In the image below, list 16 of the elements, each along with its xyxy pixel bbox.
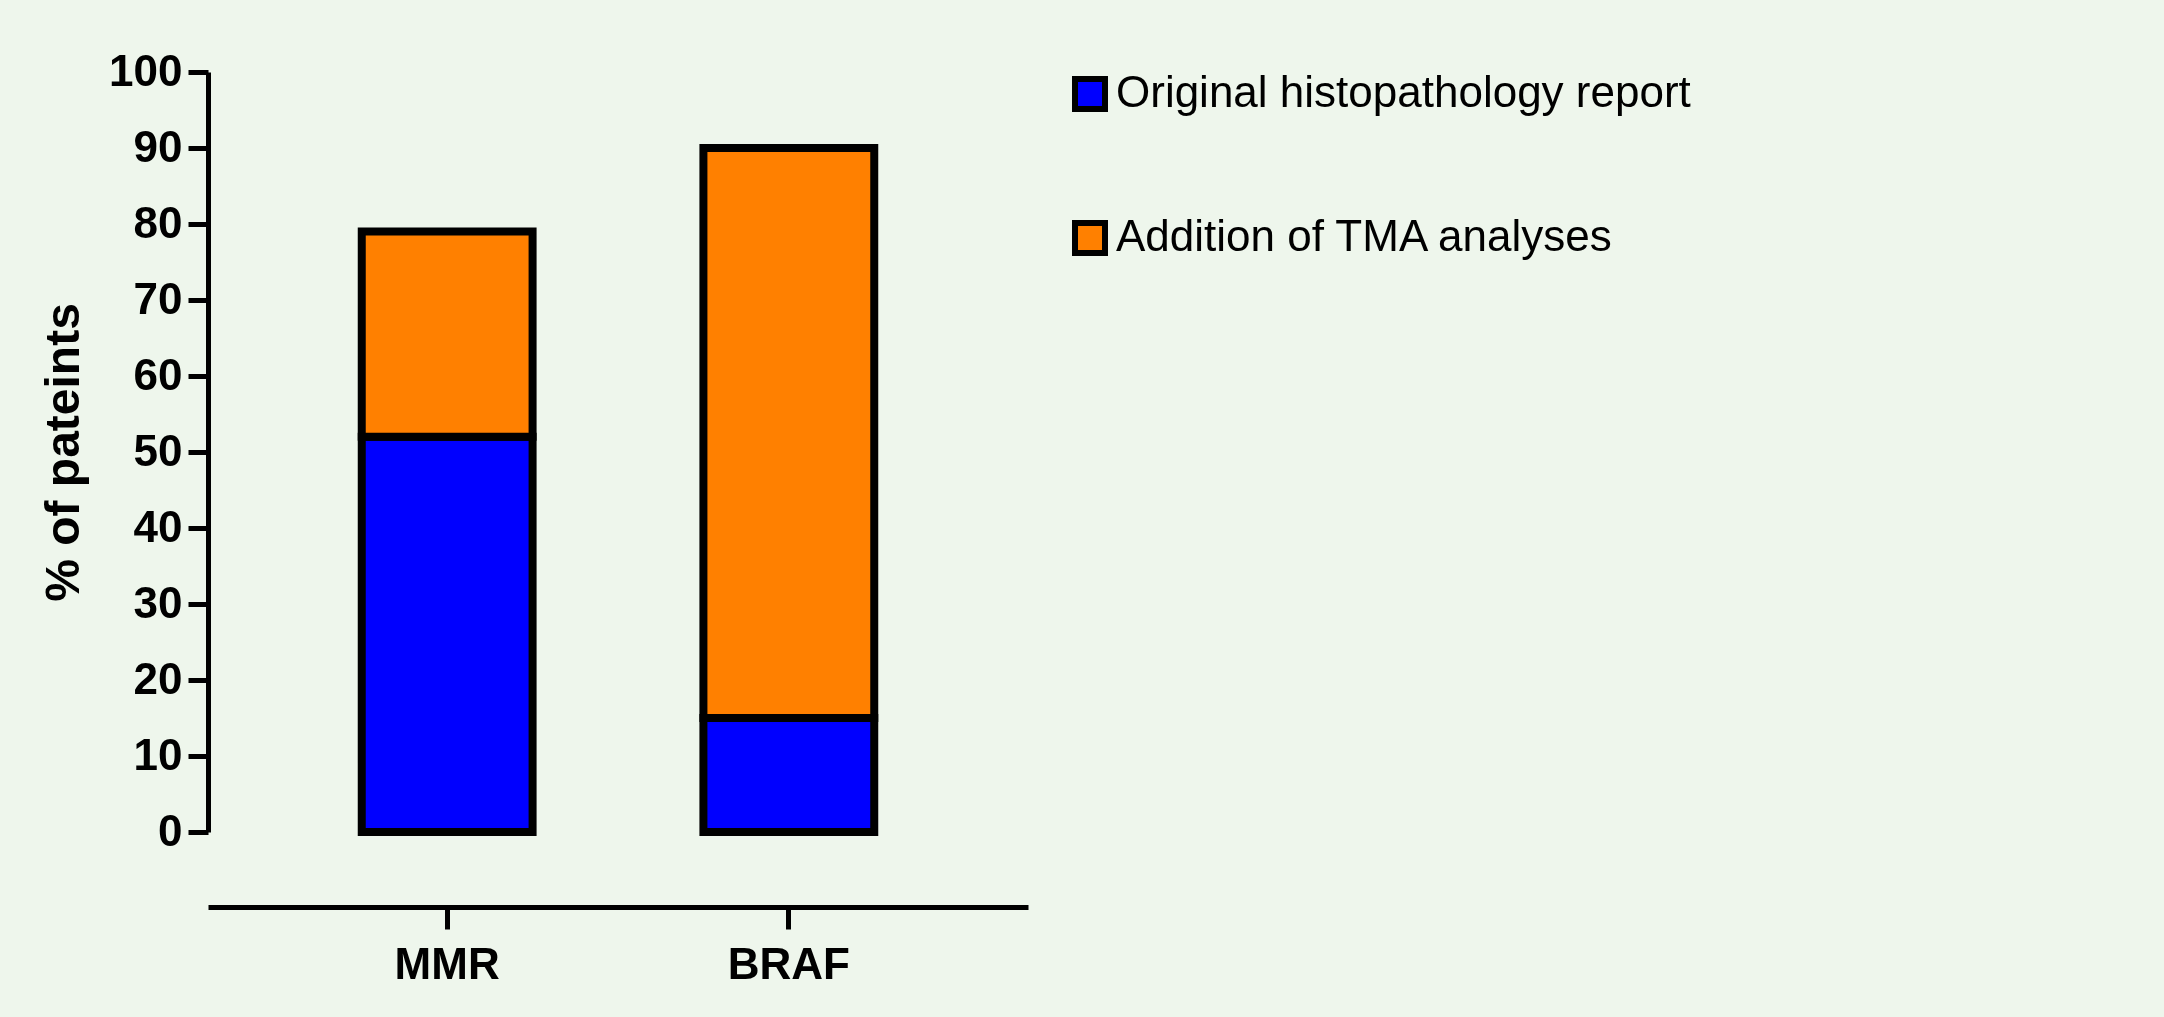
y-tick-label: 70 [133,273,183,323]
y-tick-label: 20 [133,653,183,703]
y-tick-label: 100 [109,45,183,95]
y-tick-label: 0 [158,805,183,855]
x-tick-label: BRAF [727,938,850,988]
y-tick-label: 40 [133,501,183,551]
legend-label: Original histopathology report [1116,67,1691,116]
y-tick-label: 60 [133,349,183,399]
y-tick-label: 10 [133,729,183,779]
y-tick-label: 80 [133,197,183,247]
y-tick-label: 90 [133,121,183,171]
y-tick-label: 50 [133,425,183,475]
y-axis-title: % of pateints [36,303,90,602]
legend-label: Addition of TMA analyses [1116,211,1612,260]
y-tick-label: 30 [133,577,183,627]
x-tick-label: MMR [394,938,500,988]
